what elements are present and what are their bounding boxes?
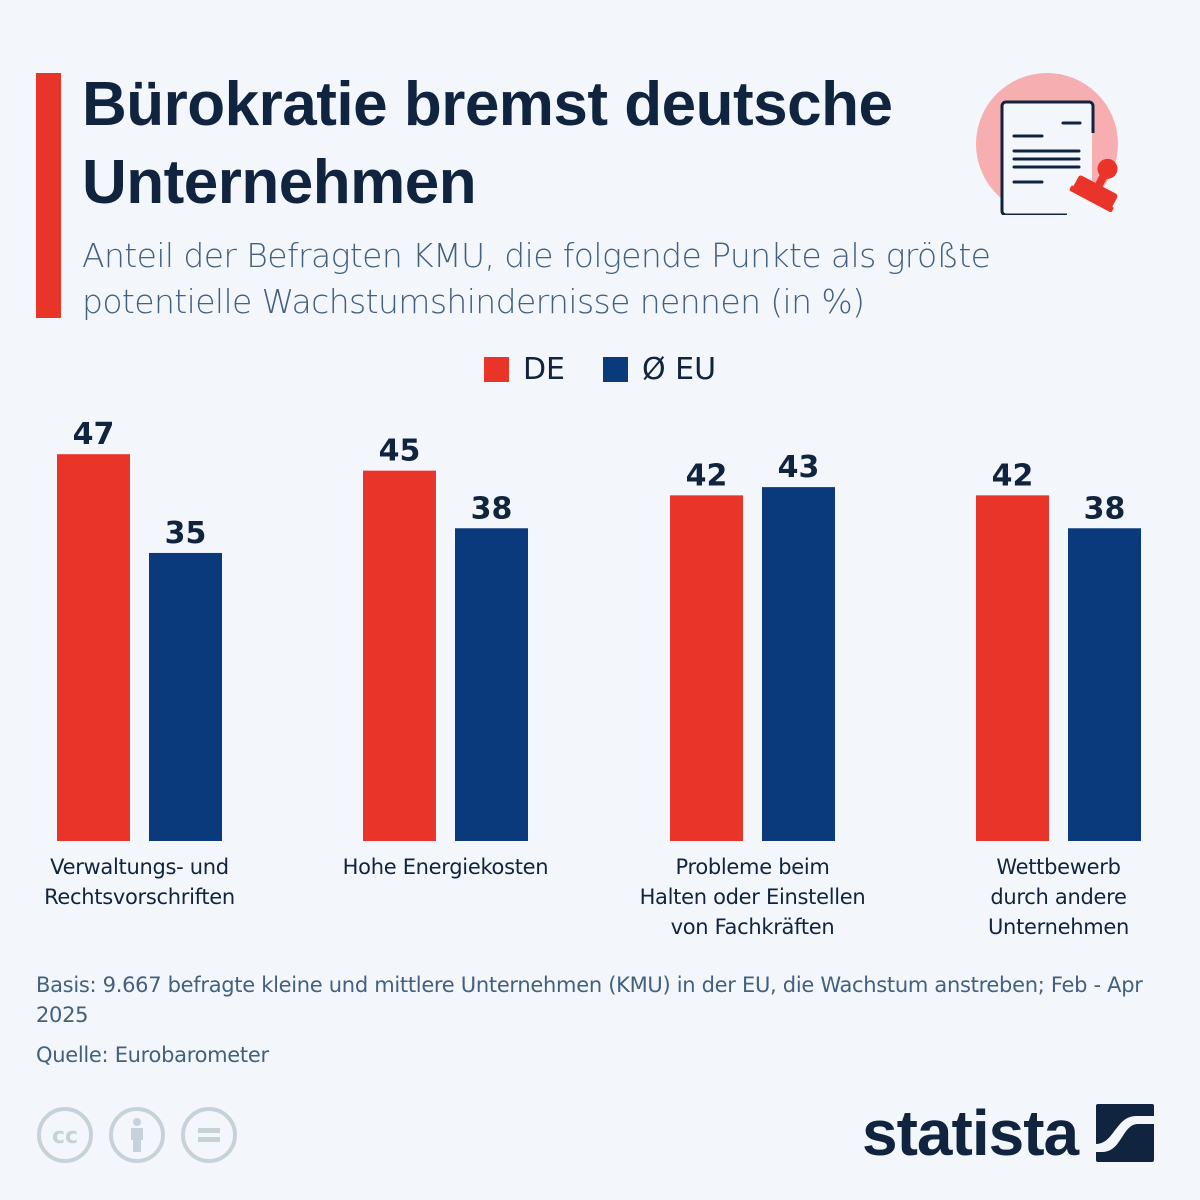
bar-chart: 47 35 45 38 42 43 42 38: [57, 417, 1141, 841]
category-label-0: Verwaltungs- und Rechtsvorschriften: [44, 855, 235, 909]
category-label-2: Probleme beim Halten oder Einstellen von…: [639, 855, 866, 939]
legend-item-eu: Ø EU: [603, 352, 716, 387]
bar-eu-0: [149, 552, 222, 841]
data-label-eu-1: 38: [471, 491, 513, 526]
legend: DE Ø EU: [0, 352, 1200, 387]
document-stamp-icon: [976, 73, 1118, 217]
bar-eu-1: [455, 528, 528, 841]
category-label-3: Wettbewerb durch andere Unternehmen: [987, 855, 1130, 939]
accent-bar: [36, 73, 61, 318]
data-label-eu-2: 43: [778, 450, 820, 485]
brand-name: statista: [862, 1097, 1079, 1169]
legend-label-eu: Ø EU: [642, 352, 717, 387]
cc-icon[interactable]: cc: [36, 1106, 94, 1164]
legend-label-de: DE: [522, 352, 565, 387]
bar-eu-3: [1068, 528, 1141, 841]
source-note: Quelle: Eurobarometer: [36, 1043, 269, 1067]
statista-mark-icon: [1096, 1104, 1155, 1162]
data-label-eu-0: 35: [165, 516, 207, 551]
data-label-de-0: 47: [73, 417, 115, 452]
bar-de-1: [363, 470, 436, 841]
data-label-de-3: 42: [992, 458, 1034, 493]
no-derivatives-icon[interactable]: [180, 1106, 238, 1164]
bar-eu-2: [762, 487, 835, 841]
license-icons: cc: [36, 1106, 238, 1164]
data-label-de-1: 45: [379, 434, 421, 469]
footnote-basis: Basis: 9.667 befragte kleine und mittler…: [36, 973, 1143, 1027]
statista-logo[interactable]: statista: [862, 1097, 1155, 1169]
bar-de-2: [670, 495, 743, 841]
bar-de-3: [976, 495, 1049, 841]
attribution-icon[interactable]: [108, 1106, 166, 1164]
data-label-eu-3: 38: [1084, 491, 1126, 526]
legend-swatch-eu: [603, 357, 628, 382]
category-label-1: Hohe Energiekosten: [342, 855, 549, 879]
bar-de-0: [57, 454, 130, 841]
chart-subtitle: Anteil der Befragten KMU, die folgende P…: [82, 236, 991, 321]
legend-item-de: DE: [483, 352, 565, 387]
legend-swatch-de: [483, 357, 509, 382]
data-label-de-2: 42: [686, 458, 728, 493]
chart-title: Bürokratie bremst deutsche Unternehmen: [82, 70, 893, 217]
svg-text:cc: cc: [52, 1124, 78, 1149]
